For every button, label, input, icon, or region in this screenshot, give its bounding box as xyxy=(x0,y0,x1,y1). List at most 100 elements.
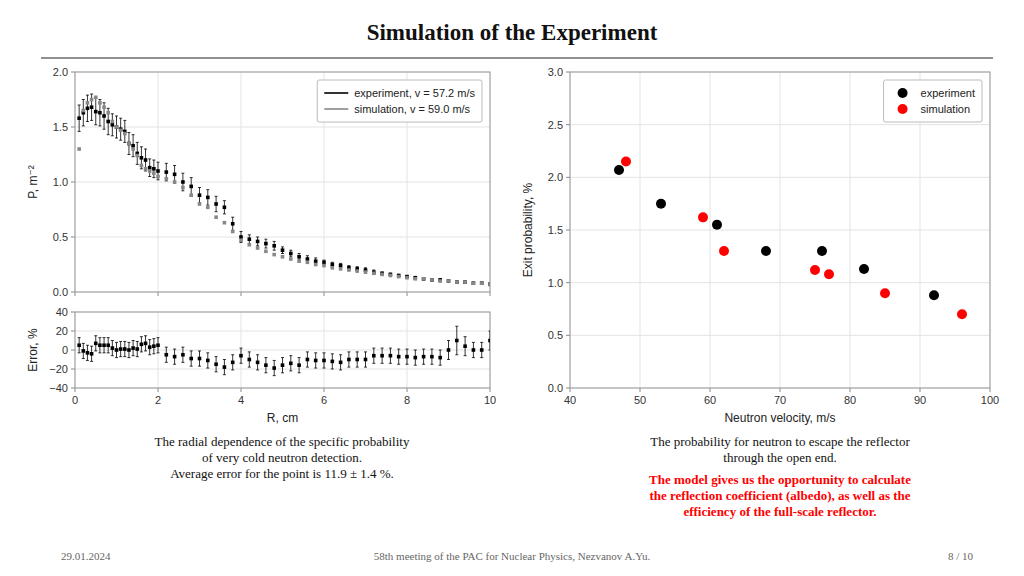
error-cap xyxy=(90,361,93,362)
error-bar xyxy=(273,241,276,250)
point xyxy=(719,246,729,256)
error-cap xyxy=(356,367,359,368)
error-cap xyxy=(181,190,184,191)
error-cap xyxy=(323,368,326,369)
point xyxy=(405,276,409,280)
error-cap xyxy=(215,211,218,212)
error-cap xyxy=(206,368,209,369)
point xyxy=(621,157,631,167)
error-cap xyxy=(364,267,367,268)
point xyxy=(256,361,260,365)
error-bar xyxy=(148,159,151,177)
tick-label: 0.0 xyxy=(53,286,68,298)
point xyxy=(297,363,301,367)
data xyxy=(77,94,490,286)
point xyxy=(106,111,110,115)
error-bar xyxy=(281,247,284,254)
grid-line xyxy=(158,312,159,388)
error-bar xyxy=(119,341,122,356)
point xyxy=(198,193,202,197)
point xyxy=(488,283,490,287)
error-bar xyxy=(198,351,201,366)
point xyxy=(111,120,115,124)
error-bar xyxy=(115,116,118,138)
error-bar xyxy=(422,349,425,364)
point xyxy=(314,359,318,363)
legend-swatch xyxy=(324,108,348,110)
error-cap xyxy=(190,366,193,367)
point xyxy=(148,345,152,349)
error-bar xyxy=(132,135,135,157)
point xyxy=(90,105,94,109)
tick-label: 1.5 xyxy=(548,224,563,236)
data xyxy=(614,157,967,320)
point xyxy=(119,129,123,133)
error-cap xyxy=(82,99,85,100)
error-bar xyxy=(397,349,400,364)
tick xyxy=(566,124,570,125)
error-bar xyxy=(140,337,143,352)
error-cap xyxy=(364,351,367,352)
point xyxy=(77,147,81,151)
tick xyxy=(780,388,781,392)
error-bar xyxy=(82,343,85,358)
error-cap xyxy=(339,354,342,355)
error-cap xyxy=(281,372,284,373)
error-bar xyxy=(256,237,259,246)
error-cap xyxy=(256,369,259,370)
point xyxy=(102,343,106,347)
error-bar xyxy=(107,338,110,353)
error-cap xyxy=(119,341,122,342)
point xyxy=(339,264,343,268)
point xyxy=(140,343,144,347)
error-bar xyxy=(103,103,106,129)
error-cap xyxy=(115,116,118,117)
grid-line xyxy=(75,237,490,238)
plot-frame xyxy=(75,312,490,388)
x-axis-label: Neutron velocity, m/s xyxy=(724,411,835,425)
error-cap xyxy=(206,189,209,190)
point xyxy=(98,101,102,105)
point xyxy=(488,283,490,287)
tick-label: 40 xyxy=(564,394,576,406)
error-cap xyxy=(82,125,85,126)
error-cap xyxy=(148,354,151,355)
point xyxy=(198,202,202,206)
error-bar xyxy=(90,94,93,120)
error-cap xyxy=(464,355,467,356)
tick-label: 20 xyxy=(56,325,68,337)
tick xyxy=(71,331,75,332)
error-cap xyxy=(347,351,350,352)
error-cap xyxy=(430,349,433,350)
error-bar xyxy=(86,95,89,121)
error-cap xyxy=(240,242,243,243)
point xyxy=(824,269,834,279)
tick-label: 10 xyxy=(484,394,496,406)
error-bar xyxy=(389,348,392,363)
point xyxy=(455,339,459,343)
error-cap xyxy=(215,371,218,372)
error-cap xyxy=(144,171,147,172)
error-cap xyxy=(173,364,176,365)
point xyxy=(173,180,177,184)
error-cap xyxy=(323,352,326,353)
error-cap xyxy=(78,352,81,353)
point xyxy=(140,164,144,168)
point xyxy=(148,169,152,173)
tick xyxy=(990,388,991,392)
point xyxy=(859,264,869,274)
error-bar xyxy=(115,342,118,357)
point xyxy=(111,123,115,127)
error-bar xyxy=(111,341,114,356)
point xyxy=(98,343,102,347)
point xyxy=(281,363,285,367)
error-bar xyxy=(223,360,226,375)
tick xyxy=(640,388,641,392)
error-cap xyxy=(136,164,139,165)
error-cap xyxy=(256,237,259,238)
point xyxy=(115,348,119,352)
error-cap xyxy=(289,250,292,251)
tick xyxy=(566,388,570,389)
error-cap xyxy=(127,342,130,343)
error-bar xyxy=(98,100,101,126)
